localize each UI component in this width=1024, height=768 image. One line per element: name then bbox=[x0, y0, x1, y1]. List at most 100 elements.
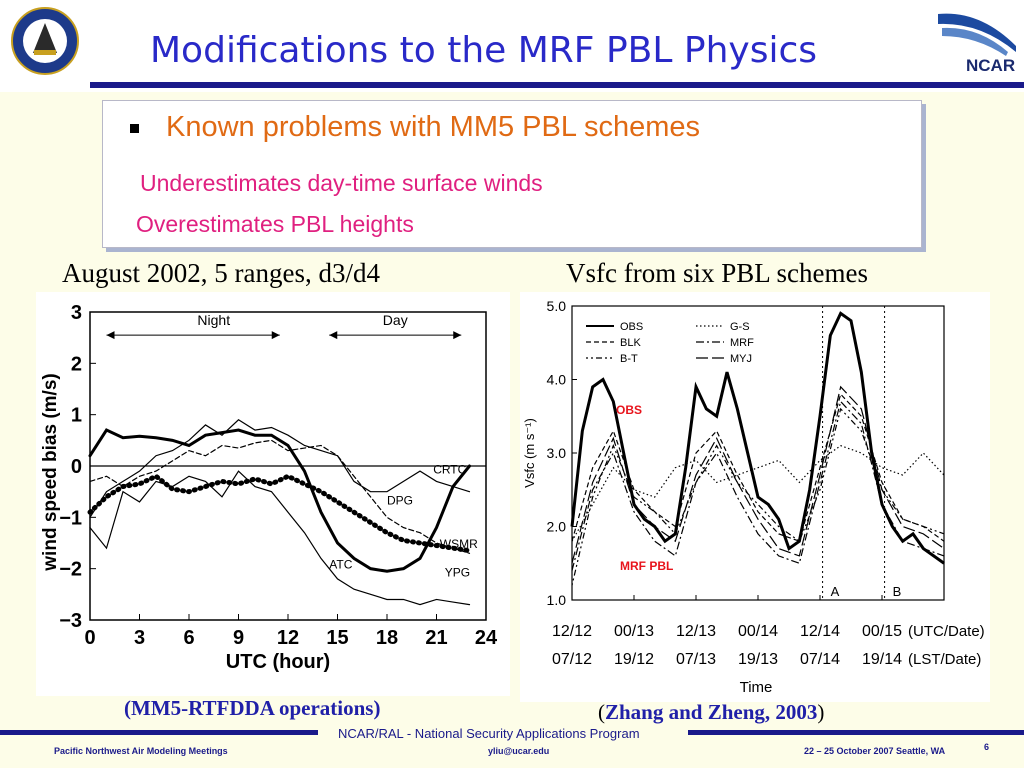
annotation-mrf-pbl: MRF PBL bbox=[620, 559, 673, 573]
x-tick-label-lst: 19/13 bbox=[738, 651, 778, 668]
slide-title: Modifications to the MRF PBL Physics bbox=[150, 30, 818, 71]
series-label-dpg: DPG bbox=[387, 494, 413, 508]
series-label-wsmr: WSMR bbox=[440, 537, 478, 551]
series-line-crtc bbox=[89, 419, 471, 518]
x-tick-label: 3 bbox=[134, 627, 145, 649]
footer-date-location: 22 – 25 October 2007 Seattle, WA bbox=[804, 746, 946, 756]
footer-program: NCAR/RAL - National Security Application… bbox=[338, 726, 640, 741]
right-chart-panel: 5.0 4.0 3.0 2.0 1.0 Vsfc (m s⁻¹) A B OBS G-S BLK MR… bbox=[520, 292, 990, 702]
y-axis-label: Vsfc (m s⁻¹) bbox=[522, 418, 537, 488]
x-tick-label: 15 bbox=[326, 627, 348, 649]
legend-label: B-T bbox=[620, 353, 638, 365]
vsfc-chart: 5.0 4.0 3.0 2.0 1.0 Vsfc (m s⁻¹) A B OBS G-S BLK MR… bbox=[522, 298, 985, 696]
y-tick-label: −2 bbox=[59, 559, 82, 581]
series-label-atc: ATC bbox=[329, 558, 352, 572]
y-tick-label: 1 bbox=[71, 405, 82, 427]
y-tick-label: −1 bbox=[59, 507, 82, 529]
day-arrow-head bbox=[329, 331, 338, 340]
series-line-dpg bbox=[89, 439, 471, 554]
x-tick-label: 0 bbox=[84, 627, 95, 649]
x-tick-label-utc: 12/12 bbox=[552, 623, 592, 640]
legend-label: OBS bbox=[620, 321, 643, 333]
footer-rule-right bbox=[688, 730, 1024, 735]
x-tick-label: 21 bbox=[425, 627, 447, 649]
x-tick-label-lst: 07/12 bbox=[552, 651, 592, 668]
y-tick-label: 3.0 bbox=[547, 445, 567, 461]
y-axis-label: wind speed bias (m/s) bbox=[40, 373, 61, 571]
bullet-square-icon bbox=[130, 124, 139, 133]
left-source-note: (MM5-RTFDDA operations) bbox=[124, 696, 381, 720]
series-line-mrf bbox=[571, 400, 945, 571]
y-tick-label: 2.0 bbox=[547, 519, 567, 535]
series-line-ypg bbox=[89, 470, 471, 606]
y-tick-label: −3 bbox=[59, 610, 82, 632]
y-tick-label: 5.0 bbox=[547, 298, 567, 314]
night-arrow-head bbox=[271, 331, 280, 340]
left-chart-caption: August 2002, 5 ranges, d3/d4 bbox=[62, 258, 380, 288]
plot-frame bbox=[571, 305, 945, 601]
bullet-item: Overestimates PBL heights bbox=[136, 211, 414, 237]
series-line-wsmr bbox=[87, 473, 472, 554]
ncar-logo-text: NCAR bbox=[966, 56, 1016, 75]
x-tick-label: 9 bbox=[233, 627, 244, 649]
series-label-crtc: CRTC bbox=[433, 463, 466, 477]
legend-label: BLK bbox=[620, 337, 641, 349]
x-tick-label-lst: 19/14 bbox=[862, 651, 902, 668]
bullet-item: Underestimates day-time surface winds bbox=[140, 170, 543, 196]
series-line-blk bbox=[571, 393, 945, 542]
x-tick-label-utc: 00/15 bbox=[862, 623, 902, 640]
title-divider bbox=[90, 82, 1024, 88]
y-tick-label: 3 bbox=[71, 302, 82, 324]
day-label: Day bbox=[383, 312, 408, 328]
y-tick-label: 4.0 bbox=[547, 372, 567, 388]
legend-label: G-S bbox=[730, 321, 750, 333]
x-tick-label: 18 bbox=[376, 627, 398, 649]
footer-rule-left bbox=[0, 730, 318, 735]
series-line-obs bbox=[570, 311, 945, 565]
x-axis-note-lst: (LST/Date) bbox=[908, 651, 981, 668]
slide-header bbox=[0, 0, 1024, 92]
x-tick-label: 12 bbox=[277, 627, 299, 649]
series-label-ypg: YPG bbox=[445, 565, 470, 579]
right-source-note: (Zhang and Zheng, 2003) bbox=[598, 700, 824, 725]
night-label: Night bbox=[197, 312, 230, 328]
series-line-myj bbox=[571, 385, 945, 564]
footer-email: yliu@ucar.edu bbox=[488, 746, 550, 756]
series-line-atc bbox=[88, 428, 471, 573]
x-tick-label-lst: 19/12 bbox=[614, 651, 654, 668]
x-axis-note-utc: (UTC/Date) bbox=[908, 623, 985, 640]
bullet-box bbox=[102, 100, 922, 248]
right-source-paren-open: ( bbox=[598, 700, 605, 724]
right-source-paren-close: ) bbox=[817, 700, 825, 724]
x-tick-label-utc: 12/14 bbox=[800, 623, 840, 640]
ncar-logo bbox=[938, 13, 1016, 56]
legend-label: MYJ bbox=[730, 353, 752, 365]
x-tick-label-utc: 00/14 bbox=[738, 623, 778, 640]
day-arrow-head bbox=[453, 331, 462, 340]
y-tick-label: 1.0 bbox=[547, 592, 567, 608]
left-chart-panel: 0 3 6 9 12 15 18 21 24 3 2 1 0 −1 −2 −3 UTC (hour) wind s… bbox=[36, 292, 510, 696]
legend-label: MRF bbox=[730, 337, 754, 349]
page-number: 6 bbox=[984, 742, 990, 752]
atec-seal-logo bbox=[11, 7, 79, 75]
x-tick-label: 6 bbox=[183, 627, 194, 649]
series-line-g-s bbox=[571, 444, 945, 542]
x-axis-label: UTC (hour) bbox=[226, 651, 330, 673]
x-tick-label: 24 bbox=[475, 627, 498, 649]
event-marker-label: B bbox=[893, 584, 902, 599]
event-marker-label: A bbox=[831, 584, 840, 599]
x-tick-label-utc: 00/13 bbox=[614, 623, 654, 640]
x-axis-label: Time bbox=[740, 679, 773, 696]
y-tick-label: 2 bbox=[71, 353, 82, 375]
footer-meeting: Pacific Northwest Air Modeling Meetings bbox=[54, 746, 228, 756]
annotation-obs: OBS bbox=[616, 403, 642, 417]
right-source-text: Zhang and Zheng, 2003 bbox=[605, 700, 818, 724]
right-chart-caption: Vsfc from six PBL schemes bbox=[566, 258, 868, 288]
y-tick-label: 0 bbox=[71, 456, 82, 478]
x-tick-label-lst: 07/14 bbox=[800, 651, 840, 668]
night-arrow-head bbox=[106, 331, 115, 340]
bullet-heading: Known problems with MM5 PBL schemes bbox=[166, 111, 701, 143]
x-tick-label-utc: 12/13 bbox=[676, 623, 716, 640]
x-tick-label-lst: 07/13 bbox=[676, 651, 716, 668]
